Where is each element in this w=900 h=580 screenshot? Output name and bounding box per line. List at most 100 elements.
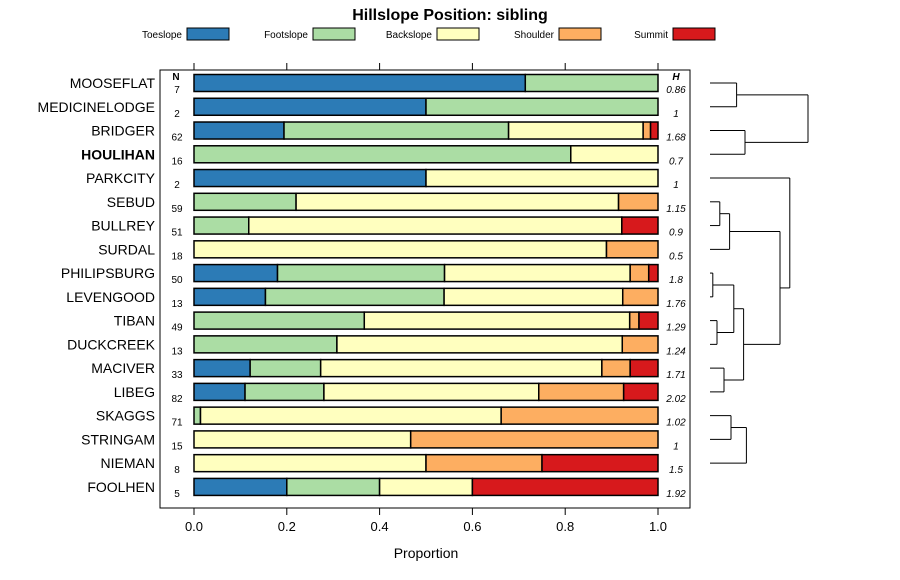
x-tick-label: 1.0 — [649, 519, 667, 534]
legend-label: Toeslope — [142, 30, 182, 41]
bar-segment — [642, 121, 652, 140]
row-n-value: 8 — [174, 465, 180, 476]
bar-segment — [425, 97, 659, 117]
bar-segment — [193, 453, 427, 473]
legend-swatch — [436, 27, 480, 41]
row-label: MOOSEFLAT — [70, 75, 156, 91]
bar-segment — [507, 121, 644, 140]
bar-segment — [193, 358, 251, 378]
dendrogram — [710, 82, 809, 464]
row-h-value: 1.15 — [666, 204, 686, 215]
bar-segment — [244, 382, 325, 402]
row-label: SKAGGS — [96, 408, 155, 424]
row-h-value: 1 — [673, 180, 679, 191]
row-h-value: 0.9 — [669, 228, 683, 239]
x-axis: 0.0 0.2 0.4 0.6 0.8 1.0 — [185, 63, 667, 534]
legend-swatch — [312, 27, 356, 41]
row-n-value: 2 — [174, 180, 180, 191]
x-tick-label: 0.6 — [463, 519, 481, 534]
bar-segment — [443, 263, 631, 283]
bar-segment — [649, 121, 659, 140]
row-h-value: 1.5 — [669, 465, 683, 476]
bar-segment — [500, 406, 659, 425]
row-n-value: 51 — [171, 228, 183, 239]
legend-swatch — [558, 27, 602, 41]
row-n-value: 59 — [171, 204, 183, 215]
bar-segment — [193, 311, 366, 330]
legend-label: Summit — [634, 30, 668, 41]
bar-segment — [193, 287, 267, 307]
row-label: STRINGAM — [81, 431, 155, 447]
row-h-value: 0.5 — [669, 251, 683, 262]
bar-segment — [621, 287, 659, 307]
bar-segment — [193, 97, 427, 117]
row-label: NIEMAN — [101, 455, 155, 471]
row-n-value: 13 — [171, 346, 183, 357]
row-label: BRIDGER — [91, 123, 155, 139]
bar-segment — [276, 263, 446, 283]
row-n-value: 13 — [171, 299, 183, 310]
bar-segment — [193, 382, 246, 402]
row-n-value: 18 — [171, 251, 183, 262]
bar-segment — [283, 121, 510, 140]
bar-segment — [193, 121, 285, 140]
bar-segment — [524, 73, 659, 93]
bar-segment — [638, 311, 659, 330]
row-label: LIBEG — [114, 384, 155, 400]
bar-segment — [538, 382, 625, 402]
bar-segment — [193, 430, 412, 449]
bar-segment — [622, 382, 659, 402]
bar-segment — [193, 240, 608, 259]
bar-segment — [193, 192, 297, 212]
row-n-value: 50 — [171, 275, 183, 286]
bar-segment — [295, 192, 620, 212]
x-tick-label: 0.4 — [371, 519, 389, 534]
bar-segment — [193, 406, 202, 425]
legend-swatch — [672, 27, 716, 41]
bar-segment — [570, 145, 659, 164]
bar-segment — [323, 382, 540, 402]
row-n-value: 62 — [171, 133, 183, 144]
bar-segment — [193, 335, 338, 354]
row-n-value: 5 — [174, 489, 180, 500]
legend: Toeslope Footslope Backslope Shoulder Summit — [142, 27, 716, 41]
row-n-value: 15 — [171, 441, 183, 452]
x-tick-label: 0.2 — [278, 519, 296, 534]
bar-rows: MOOSEFLAT 7 0.86 MEDICINELODGE 2 1 BRIDGER 62 1.… — [38, 73, 686, 500]
row-h-value: 1.8 — [669, 275, 683, 286]
bar-segment — [336, 335, 624, 354]
bar-segment — [425, 168, 659, 188]
row-label: SEBUD — [107, 194, 155, 210]
legend-label: Footslope — [264, 30, 308, 41]
legend-swatch — [186, 27, 230, 41]
row-h-value: 1 — [673, 109, 679, 120]
row-label: TIBAN — [114, 313, 155, 329]
bar-segment — [199, 406, 502, 425]
row-n-value: 71 — [171, 418, 183, 429]
row-label: PHILIPSBURG — [61, 265, 155, 281]
row-h-value: 0.86 — [666, 85, 686, 96]
row-label: LEVENGOOD — [66, 289, 155, 305]
bar-segment — [617, 192, 659, 212]
row-label: MACIVER — [91, 360, 155, 376]
row-h-value: 1.76 — [666, 299, 686, 310]
row-n-value: 2 — [174, 109, 180, 120]
bar-segment — [425, 453, 543, 473]
row-n-value: 33 — [171, 370, 183, 381]
row-h-value: 1.29 — [666, 323, 686, 334]
bar-segment — [621, 216, 659, 235]
bar-segment — [363, 311, 631, 330]
x-axis-title: Proportion — [394, 545, 459, 561]
row-h-value: 1 — [673, 441, 679, 452]
row-n-value: 82 — [171, 394, 183, 405]
row-label: FOOLHEN — [87, 479, 155, 495]
row-h-value: 1.24 — [666, 346, 686, 357]
row-h-value: 1.02 — [666, 418, 686, 429]
row-label: BULLREY — [91, 218, 155, 234]
row-n-value: 49 — [171, 323, 183, 334]
bar-segment — [264, 287, 445, 307]
x-tick-label: 0.8 — [556, 519, 574, 534]
legend-label: Backslope — [386, 30, 433, 41]
bar-segment — [193, 145, 572, 164]
